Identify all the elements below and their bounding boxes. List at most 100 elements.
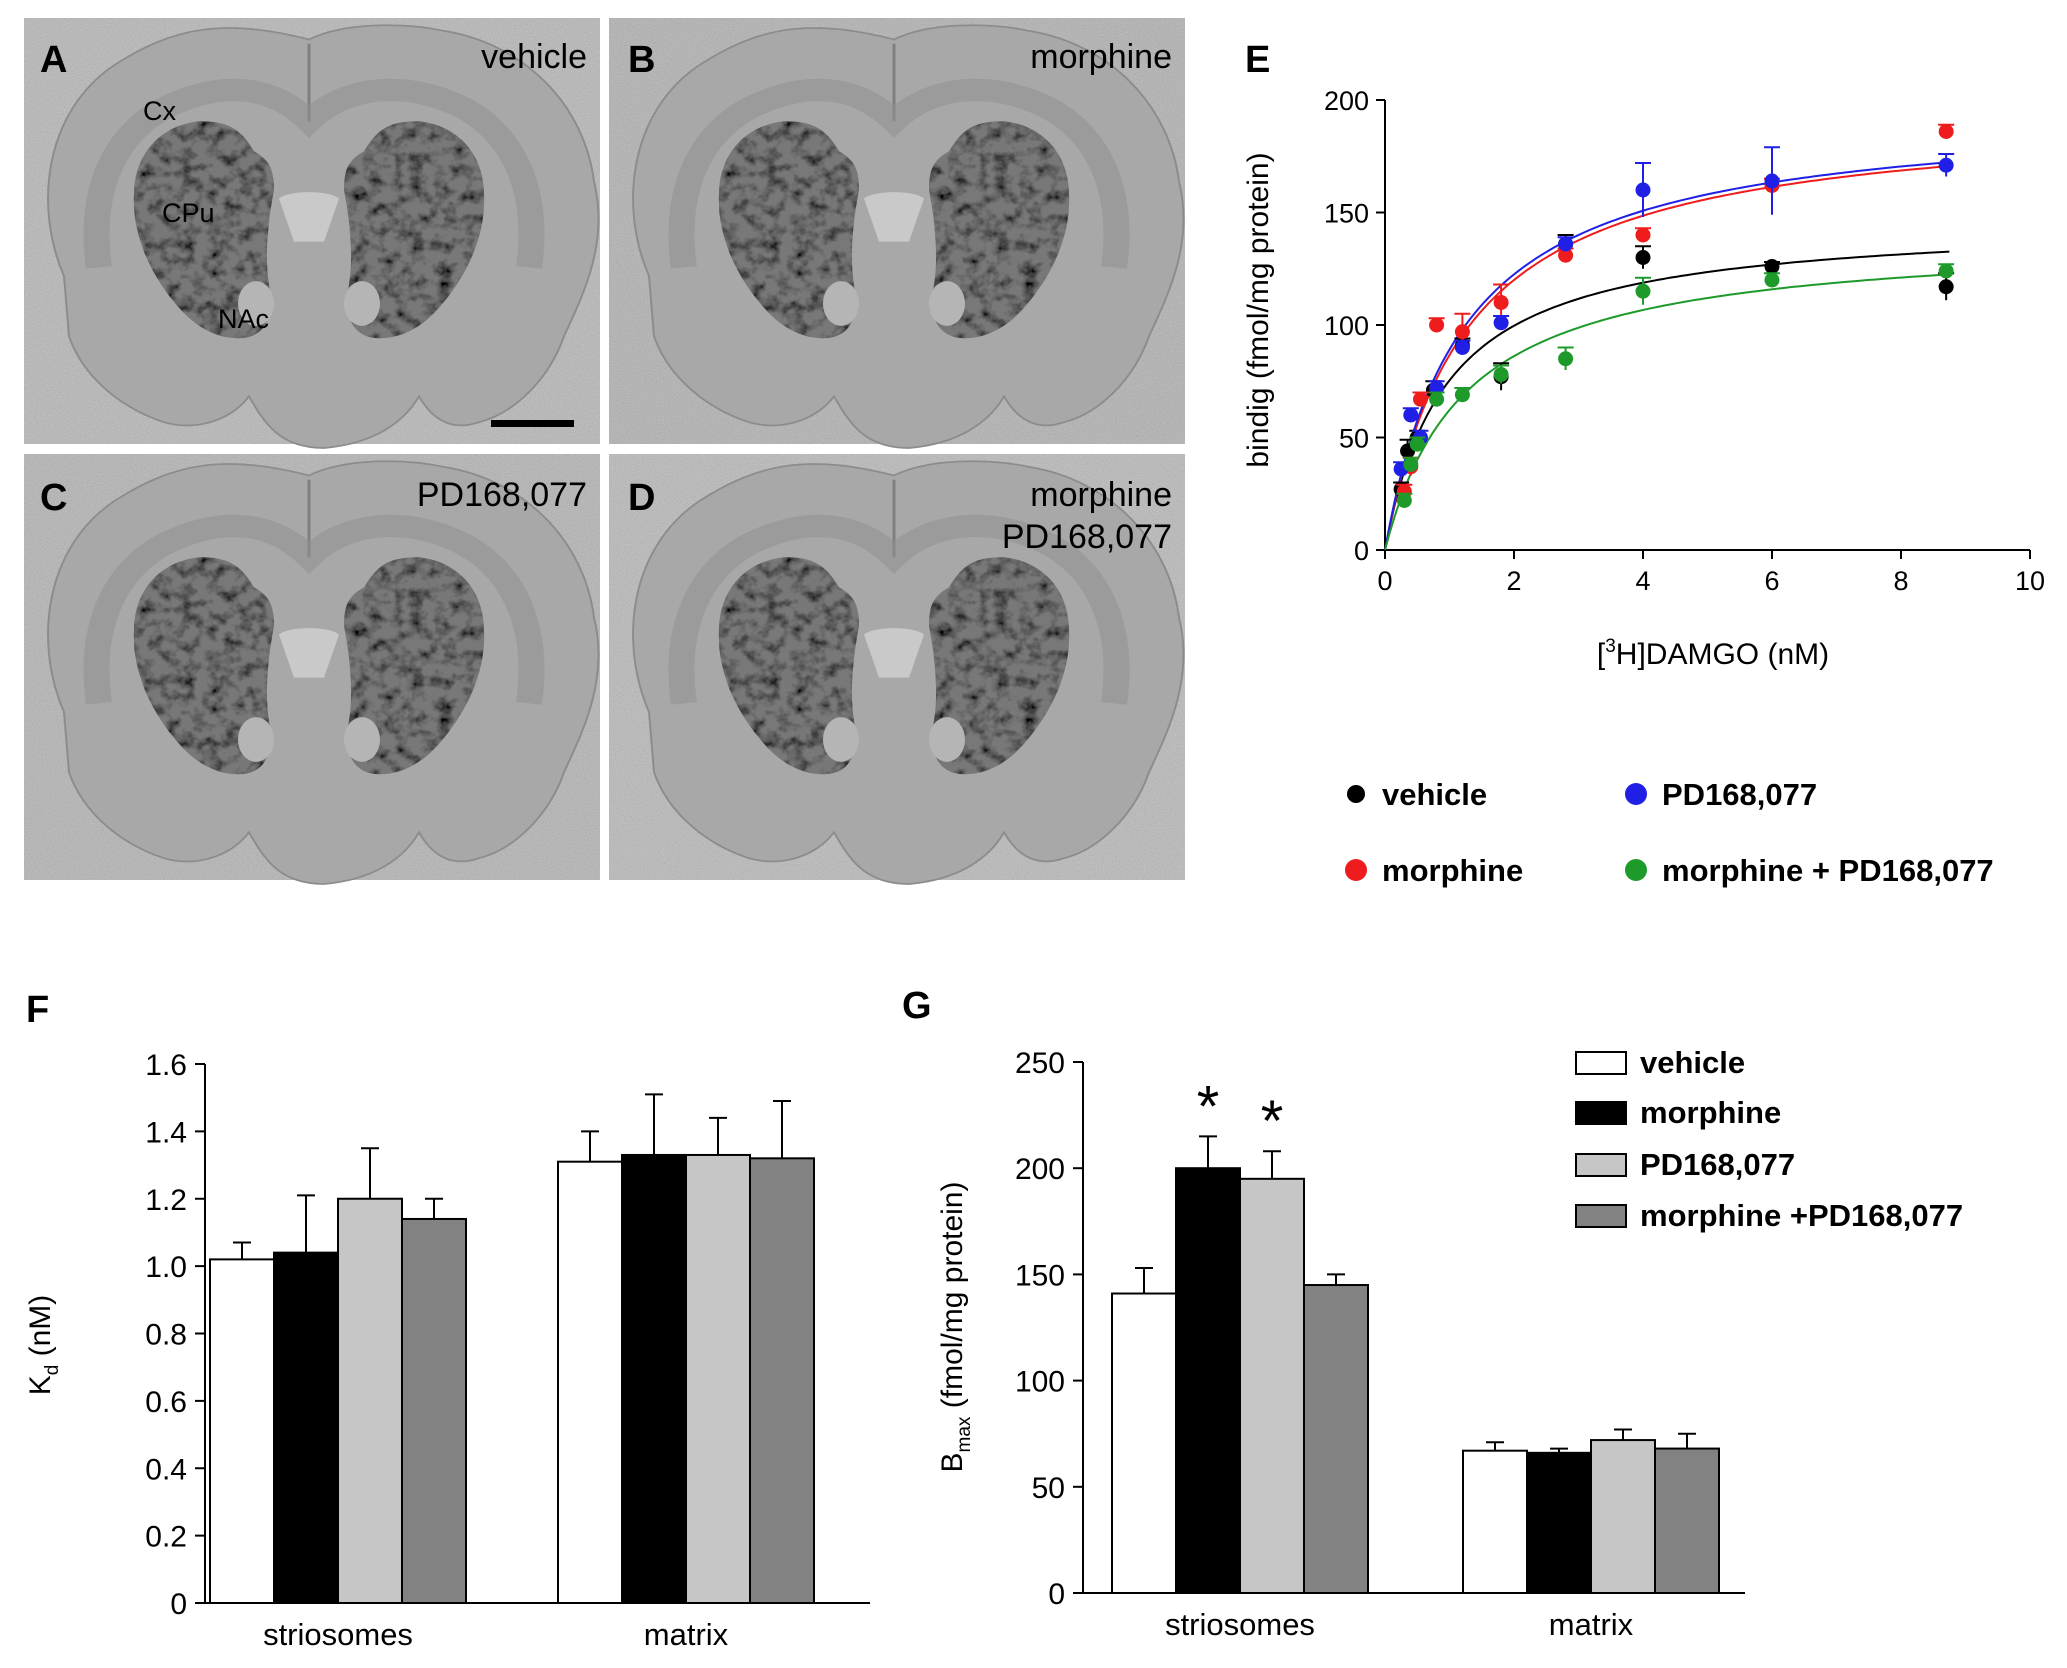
data-point-combo (1938, 263, 1954, 279)
panel-g-significance-star: * (1261, 1089, 1284, 1154)
region-label-cx: Cx (143, 96, 176, 126)
panel-f-y-tick-label: 0.4 (145, 1453, 187, 1486)
panel-g-bars: * * (1111, 1074, 1720, 1595)
panel-g-bar-combo (1303, 1284, 1369, 1595)
panel-a: A vehicle Cx CPu NAc (24, 18, 600, 448)
panel-f-bar-morphine (621, 1153, 687, 1605)
data-point-morphine (1429, 317, 1445, 333)
panel-f-category-label: striosomes (263, 1617, 413, 1652)
panel-e-y-tick-label: 150 (1324, 199, 1369, 229)
panel-g-bar-pd (1590, 1439, 1656, 1595)
data-point-pd (1454, 340, 1470, 355)
panel-f-y-tick-label: 0.2 (145, 1521, 187, 1554)
data-point-pd (1764, 173, 1780, 189)
panel-f-y-tick-label: 1.6 (145, 1049, 187, 1082)
panel-d-letter: D (628, 477, 655, 519)
panel-g-bar-pd (1239, 1177, 1305, 1594)
panel-g-y-tick-label: 100 (1015, 1366, 1065, 1399)
data-point-combo (1635, 283, 1651, 299)
panel-d-label-line1: morphine (1030, 476, 1172, 514)
panel-g-y-tick-label: 250 (1015, 1047, 1065, 1080)
panel-g-bar-combo (1654, 1447, 1720, 1594)
legend-e-morphine-label: morphine (1382, 853, 1523, 888)
panel-g-y-tick-label: 50 (1032, 1472, 1065, 1505)
panel-g-significance-star: * (1197, 1074, 1220, 1139)
legend-g-combo-swatch (1575, 1204, 1627, 1228)
data-point-pd (1558, 236, 1574, 252)
panel-g-y-tick-label: 0 (1048, 1578, 1065, 1611)
legend-e-combo-label: morphine + PD168,077 (1662, 853, 1994, 888)
panel-g-bar-morphine (1175, 1167, 1241, 1594)
legend-e-vehicle-label: vehicle (1382, 777, 1487, 812)
panel-a-letter: A (40, 39, 67, 81)
panel-f-bar-vehicle (209, 1258, 275, 1604)
data-point-combo (1409, 436, 1425, 452)
data-point-combo (1558, 351, 1574, 367)
data-point-vehicle (1635, 250, 1651, 265)
panel-f-y-tick-label: 1.2 (145, 1184, 187, 1217)
panel-b: B morphine (609, 18, 1185, 448)
panel-g-bar-morphine (1526, 1451, 1592, 1595)
fit-curve-vehicle (1384, 250, 1950, 550)
legend-e-pd-marker (1625, 783, 1647, 805)
scale-bar (491, 420, 574, 427)
data-point-morphine (1635, 227, 1651, 243)
panel-f-bar-combo (749, 1157, 815, 1604)
panel-e-y-tick-label: 200 (1324, 86, 1369, 116)
panel-e-y-tick-label: 100 (1324, 311, 1369, 341)
panel-g-bar-vehicle (1111, 1292, 1177, 1594)
data-point-combo (1396, 493, 1412, 508)
panel-e-x-tick-label: 10 (2015, 566, 2045, 596)
legend-g-morphine-swatch (1575, 1101, 1627, 1125)
panel-g-bar-vehicle (1462, 1449, 1528, 1595)
legend-e-pd-label: PD168,077 (1662, 777, 1817, 812)
panel-g-category-label: matrix (1549, 1607, 1634, 1642)
panel-d: D morphine PD168,077 (609, 454, 1185, 884)
data-point-pd (1635, 182, 1651, 198)
region-label-nac: NAc (218, 304, 269, 334)
panel-f-bar-morphine (273, 1251, 339, 1605)
panel-f-bars (209, 1093, 815, 1605)
panel-c-letter: C (40, 477, 67, 519)
panel-g-category-label: striosomes (1165, 1607, 1315, 1642)
panel-b-label: morphine (1030, 38, 1172, 76)
panel-c-label: PD168,077 (417, 476, 587, 514)
panel-f-y-tick-label: 0.8 (145, 1319, 187, 1352)
region-label-cpu: CPu (162, 198, 215, 228)
fit-curve-morphine (1384, 165, 1950, 550)
data-point-morphine (1493, 295, 1509, 310)
data-point-combo (1403, 457, 1419, 472)
legend-e-combo-marker (1625, 859, 1647, 881)
panel-f-bar-pd (337, 1197, 403, 1604)
data-point-pd (1403, 407, 1419, 423)
panel-e-x-tick-label: 0 (1377, 566, 1392, 596)
data-point-combo (1429, 391, 1445, 407)
panel-d-label-line2: PD168,077 (1002, 518, 1172, 556)
panel-e-x-tick-label: 4 (1635, 566, 1650, 596)
panel-f-y-tick-label: 0 (170, 1588, 187, 1621)
data-point-vehicle (1938, 279, 1954, 295)
legend-g-pd-swatch (1575, 1153, 1627, 1177)
panel-e-y-axis-label: bindig (fmol/mg protein) (1242, 152, 1275, 467)
panel-e-fit-curves (1384, 161, 1950, 550)
panel-g-y-tick-label: 150 (1015, 1259, 1065, 1292)
panel-e-chart: E 0 50 100 150 200 0 2 4 6 8 10 [3H]DAMGO (nM) bin… (1242, 39, 2045, 671)
fit-curve-combo (1384, 273, 1950, 550)
panel-f-y-tick-label: 1.0 (145, 1251, 187, 1284)
panel-f-chart: F 0 0.2 0.4 0.6 0.8 1.0 1.2 1.4 1.6 striosomes mat… (24, 989, 870, 1652)
brain-section-a (48, 25, 599, 448)
panel-f-bar-vehicle (557, 1160, 623, 1604)
panel-b-letter: B (628, 39, 655, 81)
legend-g-vehicle-label: vehicle (1640, 1045, 1745, 1080)
panel-g-y-tick-label: 200 (1015, 1153, 1065, 1186)
panel-e-y-tick-label: 50 (1339, 424, 1369, 454)
legend-g-morphine-label: morphine (1640, 1095, 1781, 1130)
panel-c: C PD168,077 (24, 454, 600, 884)
data-point-combo (1764, 272, 1780, 288)
panel-e-letter: E (1245, 39, 1270, 81)
data-point-morphine (1938, 124, 1954, 139)
panel-f-y-axis-label: Kd (nM) (24, 1295, 63, 1396)
panel-f-y-tick-label: 0.6 (145, 1386, 187, 1419)
